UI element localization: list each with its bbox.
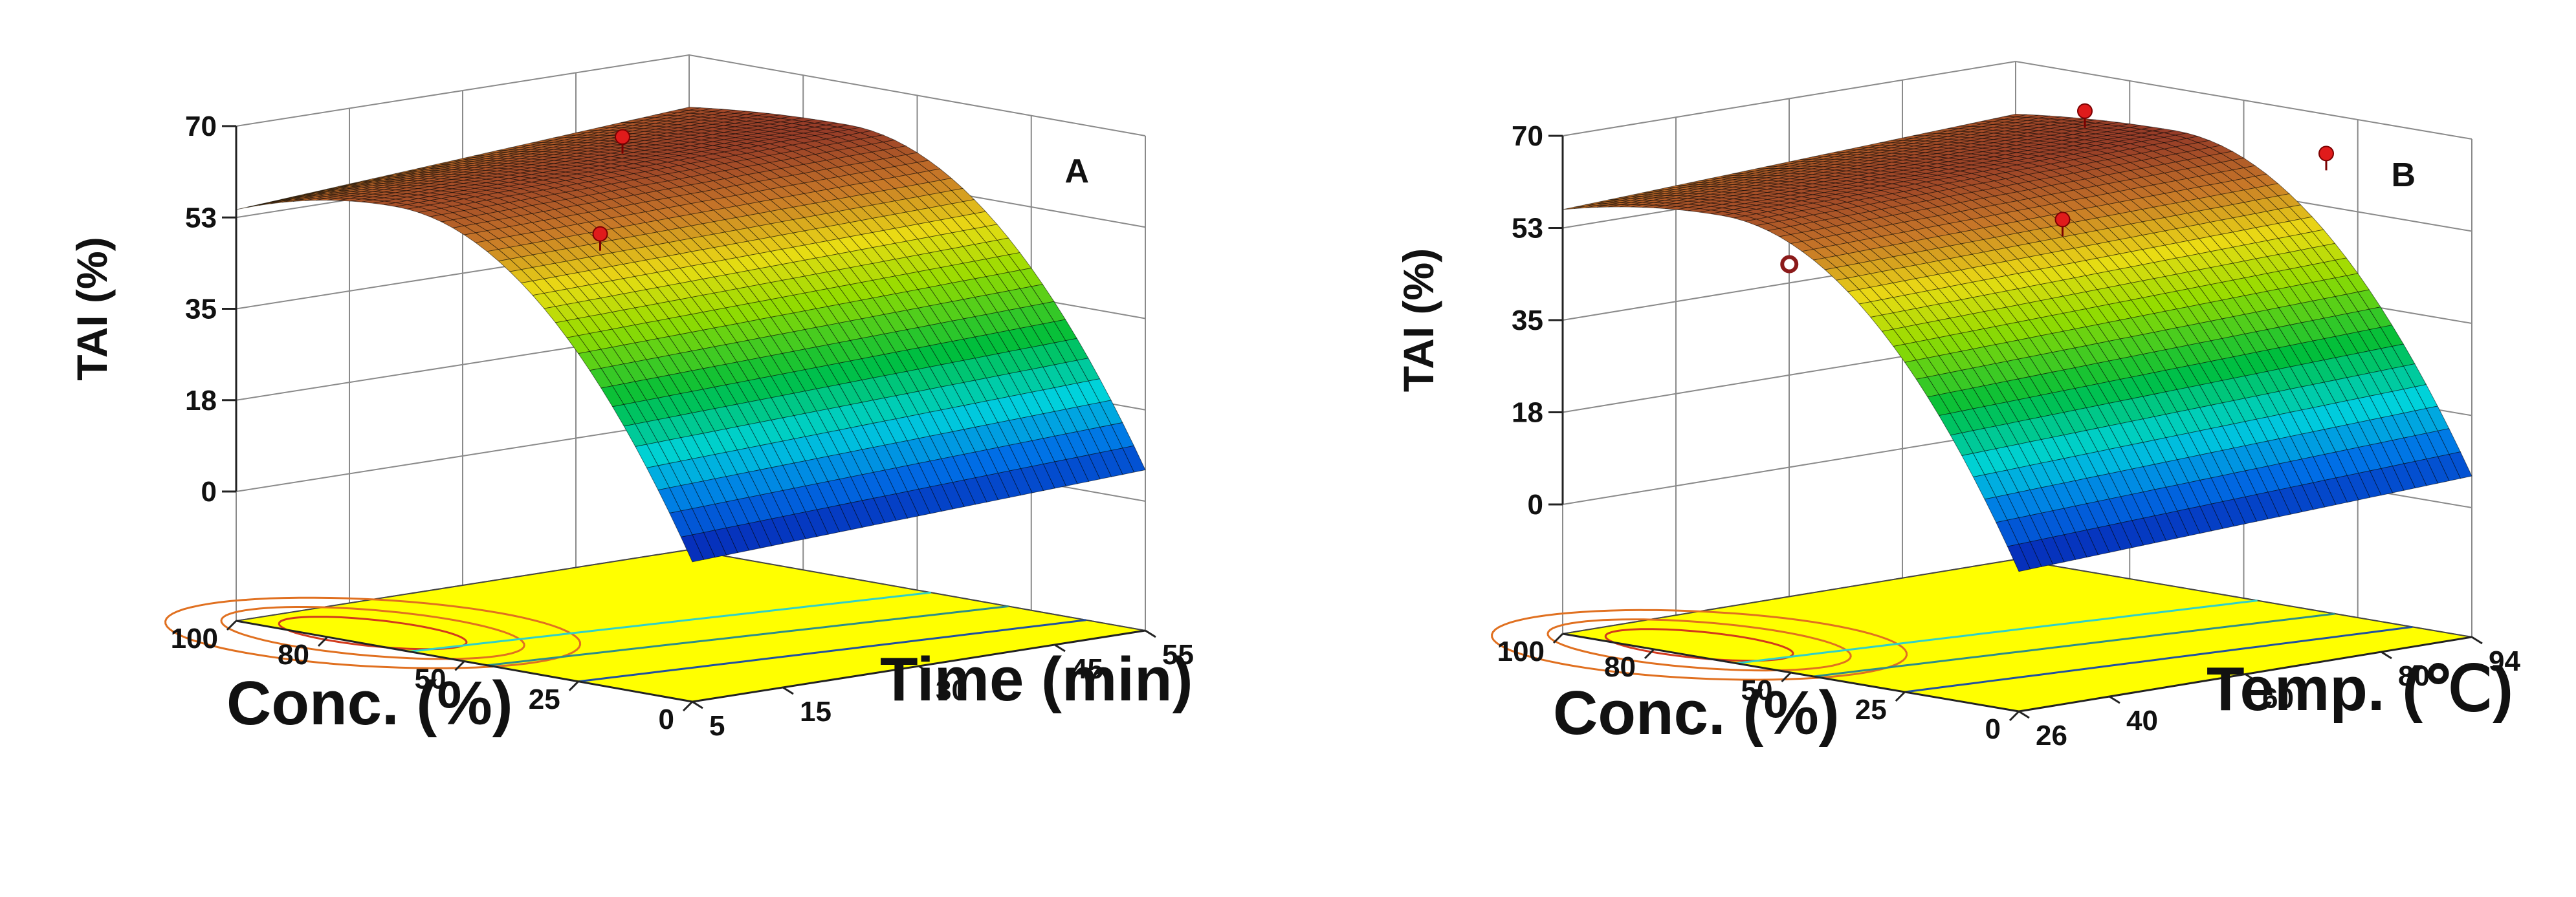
design-point-1 [2054, 211, 2071, 228]
var-tick-1: 40 [2126, 705, 2158, 737]
z-tick-4: 70 [1512, 120, 1543, 152]
design-point-3 [2318, 146, 2334, 162]
response-surface [1562, 113, 2472, 572]
conc-tick-2: 50 [415, 664, 446, 695]
conc-tick-2: 50 [1741, 675, 1773, 706]
panel-label: B [2391, 157, 2416, 194]
design-point-0 [615, 129, 630, 145]
z-tick-2: 35 [185, 294, 217, 325]
design-point-1 [592, 226, 608, 242]
var-tick-2: 60 [2262, 683, 2294, 715]
z-tick-0: 0 [201, 476, 217, 508]
conc-tick-4: 100 [1497, 636, 1545, 667]
design-points [592, 129, 630, 251]
variable-axis-label: Time (min) [880, 645, 1193, 714]
conc-tick-1: 25 [529, 684, 560, 715]
z-tick-1: 18 [185, 385, 217, 416]
design-point-2 [1780, 255, 1799, 274]
var-tick-2: 30 [936, 675, 967, 706]
var-tick-4: 55 [1162, 639, 1194, 671]
conc-tick-3: 80 [1604, 651, 1636, 683]
var-tick-3: 45 [1072, 653, 1103, 685]
z-tick-2: 35 [1512, 305, 1543, 336]
z-axis-label: TAI (%) [68, 237, 116, 380]
panel-label: A [1064, 153, 1089, 190]
var-tick-0: 5 [709, 710, 725, 742]
z-axis: 0 18 35 53 70 TAI (%) [1394, 120, 1564, 521]
conc-tick-3: 80 [278, 639, 309, 671]
conc-axis-label: Conc. (%) [226, 669, 513, 738]
conc-tick-1: 25 [1855, 694, 1887, 726]
response-surface-panel-a: 0 18 35 53 70 TAI (%) 0 25 50 80 100 Conc. (%) 5 15 30… [68, 54, 1194, 742]
conc-tick-4: 100 [171, 623, 218, 654]
var-tick-3: 80 [2398, 660, 2430, 692]
variable-axis-label: Temp. (℃) [2207, 654, 2513, 724]
conc-axis-label: Conc. (%) [1553, 678, 1840, 748]
conc-tick-0: 0 [659, 704, 674, 735]
design-points [1780, 103, 2334, 274]
var-tick-1: 15 [800, 696, 831, 728]
z-tick-4: 70 [185, 111, 217, 142]
z-tick-3: 53 [185, 202, 217, 233]
z-tick-1: 18 [1512, 397, 1543, 429]
conc-tick-0: 0 [1985, 713, 2001, 745]
design-point-0 [2077, 103, 2093, 119]
z-tick-0: 0 [1528, 489, 1543, 521]
var-tick-4: 94 [2489, 645, 2520, 677]
z-tick-3: 53 [1512, 213, 1543, 244]
var-tick-0: 26 [2036, 720, 2067, 751]
z-axis-label: TAI (%) [1394, 248, 1442, 392]
response-surface-panel-b: 0 18 35 53 70 TAI (%) 0 25 50 80 100 Conc. (%) 26 40 6… [1394, 60, 2520, 751]
response-surface [236, 107, 1146, 563]
z-axis: 0 18 35 53 70 TAI (%) [68, 111, 237, 508]
